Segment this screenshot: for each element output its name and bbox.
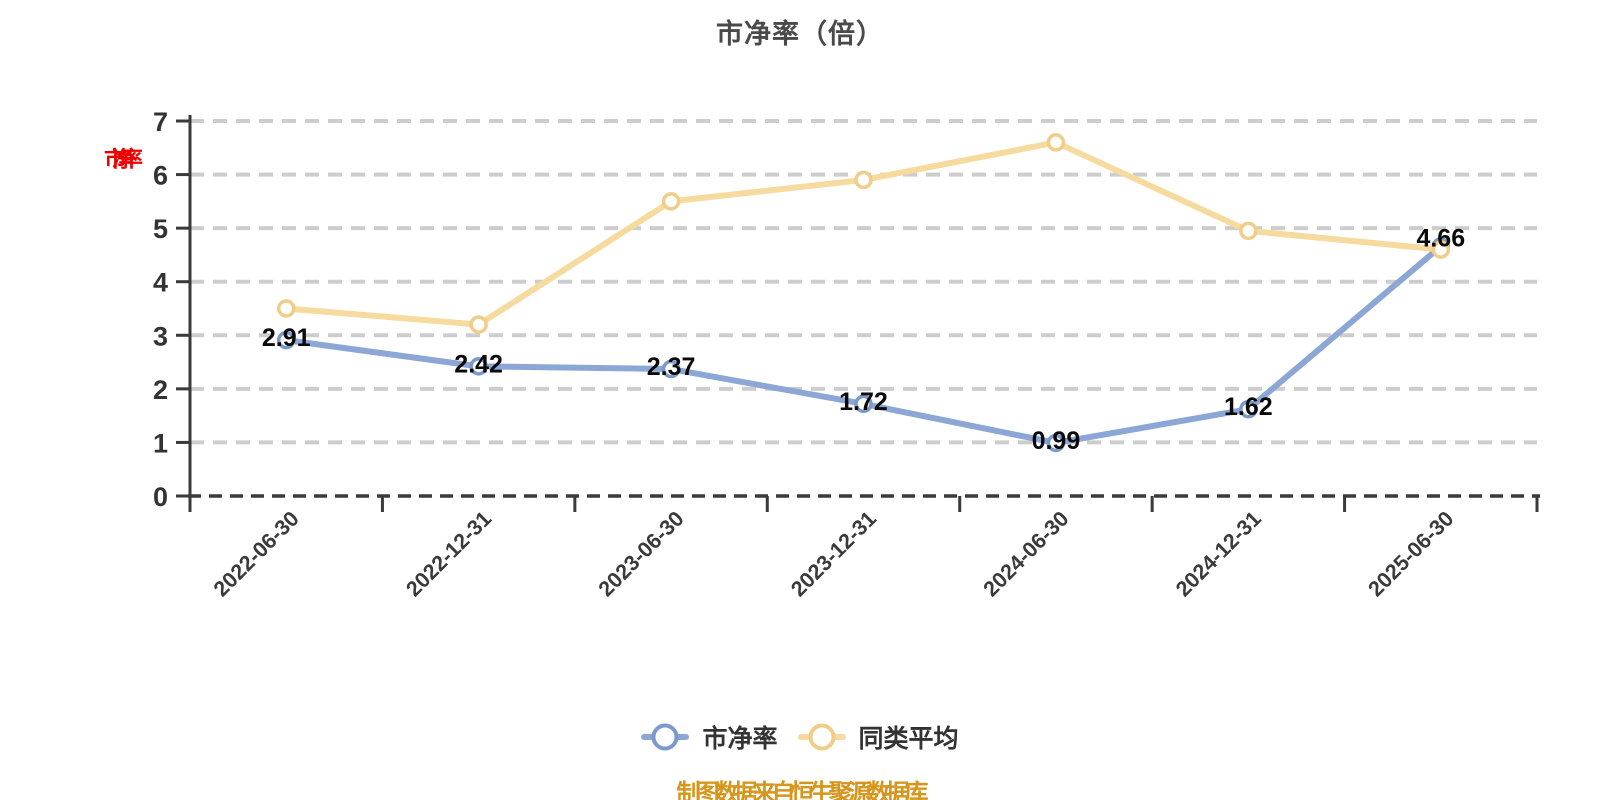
legend-circle-icon [808,723,835,751]
legend-line-marker-icon [797,723,846,751]
series-point-1-2 [661,192,681,211]
series-point-1-4 [1046,133,1066,152]
legend-circle-icon [651,723,679,751]
series-point-1-3 [854,170,873,190]
x-tick-label[interactable]: 2023-06-30 [594,507,689,602]
value-label-0-1: 2.42 [454,350,503,378]
series-point-1-5 [1239,221,1258,241]
series-point-0-2 [661,359,681,379]
value-label-0-6: 4.66 [1416,224,1465,252]
series-point-0-3 [854,394,873,414]
series-point-1-0 [276,299,296,318]
series-point-0-4 [1046,433,1066,453]
legend-label: 市净率 [702,725,778,753]
y-tick-label: 3 [153,321,168,351]
series-point-0-1 [469,357,488,376]
x-tick-label[interactable]: 2025-06-30 [1364,507,1459,602]
x-tick-label[interactable]: 2022-12-31 [401,507,496,602]
series-point-1-1 [469,315,488,334]
legend-label: 同类平均 [858,725,959,753]
y-tick-label: 7 [153,107,168,137]
series-point-0-5 [1239,399,1258,419]
value-label-0-3: 1.72 [839,388,888,416]
chart-legend: 市净率 同类平均 [0,719,1600,755]
x-tick-label[interactable]: 2022-06-30 [209,507,304,602]
y-tick-label: 4 [153,268,168,298]
y-tick-label: 1 [153,428,168,458]
x-tick-label[interactable]: 2024-12-31 [1171,507,1266,602]
series-point-1-6 [1431,240,1451,259]
value-label-0-2: 2.37 [647,353,696,381]
y-tick-label: 6 [153,161,168,191]
chart-title: 市净率（倍） [716,19,884,49]
data-source-note: 制图数据来自恒生聚源数据库 [676,780,929,800]
legend-line-marker-icon [641,723,690,751]
series-line-1 [283,139,1444,328]
y-tick-label: 5 [153,214,168,244]
legend-item-0[interactable]: 市净率 [641,719,778,755]
y-tick-label: 2 [153,375,168,405]
series-point-0-0 [276,330,296,350]
legend-item-1[interactable]: 同类平均 [797,719,959,755]
y-tick-label: 0 [153,482,168,512]
x-tick-label[interactable]: 2023-12-31 [786,507,881,602]
value-label-0-0: 2.91 [262,324,311,352]
value-label-0-5: 1.62 [1224,393,1273,421]
value-label-0-4: 0.99 [1032,427,1081,455]
x-tick-label[interactable]: 2024-06-30 [979,507,1074,602]
